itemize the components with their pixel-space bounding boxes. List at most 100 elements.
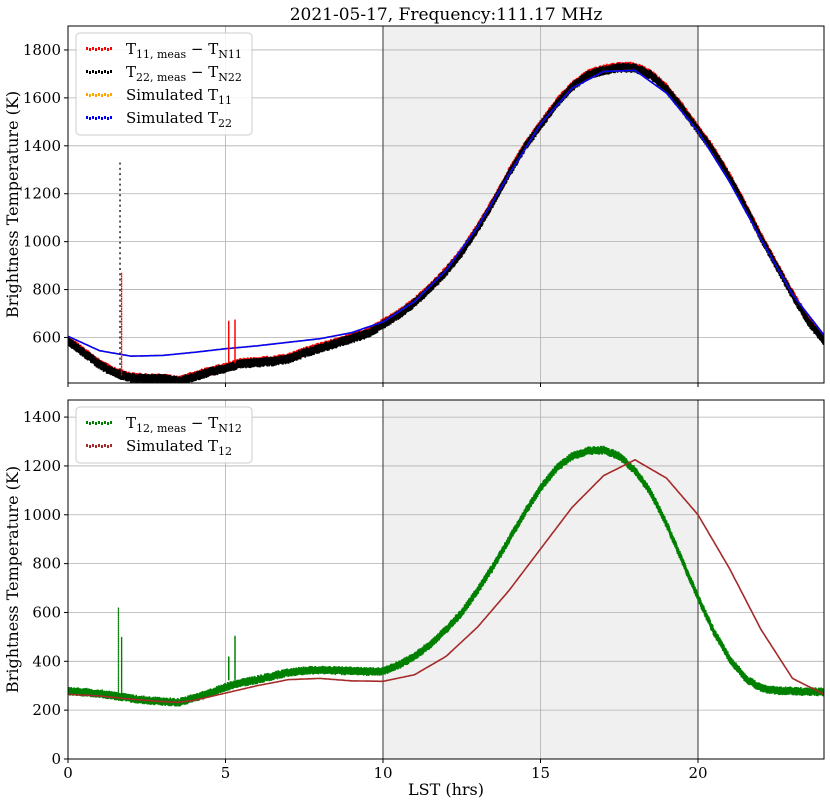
spike-point [120, 302, 123, 305]
legend-marker-dot [104, 444, 106, 447]
spike-point [234, 648, 236, 651]
legend-entry-sub: N11 [218, 48, 242, 61]
legend-marker-dot [86, 444, 88, 447]
spike-point [120, 684, 123, 687]
spike-point [120, 358, 123, 361]
chart-title: 2021-05-17, Frequency:111.17 MHz [290, 5, 603, 25]
spike-point [234, 328, 236, 331]
y-tick-label: 1400 [23, 137, 61, 155]
spike-point [119, 173, 121, 176]
spike-point [234, 644, 236, 647]
spike-point [120, 363, 123, 366]
data-point [822, 688, 824, 696]
spike-point [117, 655, 120, 658]
spike-point [228, 359, 230, 362]
legend-marker-dot [104, 116, 106, 119]
spike-point [234, 668, 236, 671]
spike-point [234, 655, 236, 658]
spike-point [120, 669, 123, 672]
spike-point [234, 341, 236, 344]
spike-point [120, 340, 123, 343]
spike-point [120, 664, 123, 667]
spike-point [234, 343, 236, 346]
spike-point [120, 328, 123, 331]
spike-point [234, 360, 236, 363]
spike-point [117, 646, 120, 649]
y-axis-label: Brightness Temperature (K) [3, 466, 22, 693]
spike-point [119, 183, 121, 186]
spike-point [120, 333, 123, 336]
spike-point [117, 672, 120, 675]
spike-point [120, 652, 123, 655]
legend-marker-dot [101, 71, 103, 74]
spike-point [234, 652, 236, 655]
spike-point [120, 692, 123, 695]
spike-point [228, 322, 230, 325]
legend-marker-dot [92, 116, 94, 119]
x-tick-label: 0 [63, 764, 73, 782]
axes-frame [67, 399, 825, 760]
spike-point [234, 662, 236, 665]
legend-entry-text: Simulated T [126, 86, 218, 104]
spike-point [120, 658, 123, 661]
spike-point [117, 648, 120, 651]
y-tick-label: 1200 [23, 185, 61, 203]
spike-point [234, 653, 236, 656]
series-line [68, 458, 824, 704]
legend-marker-dot [110, 444, 112, 447]
spike [234, 319, 236, 364]
spike-point [234, 650, 236, 653]
legend-marker-dot [107, 71, 109, 74]
spike-point [234, 642, 236, 645]
x-tick-label: 5 [221, 764, 231, 782]
y-tick-label: 800 [32, 555, 61, 573]
spike-point [120, 694, 123, 697]
y-tick-label: 1200 [23, 457, 61, 475]
spike-point [117, 624, 120, 627]
spike-point [234, 338, 236, 341]
spike-point [234, 669, 236, 672]
spike-point [119, 362, 121, 365]
legend-marker [86, 444, 112, 448]
spike-point [120, 355, 123, 358]
spike-point [234, 348, 236, 351]
spike-point [117, 689, 120, 692]
spike-point [120, 642, 123, 645]
spike-point [234, 357, 236, 360]
spike-point [120, 682, 123, 685]
legend-marker-dot [107, 94, 109, 97]
spike-point [234, 638, 236, 641]
spike-point [120, 665, 123, 668]
spike-point [234, 337, 236, 340]
spike-point [119, 204, 121, 207]
spike [120, 636, 123, 697]
spike-point [119, 289, 121, 292]
spike-point [234, 327, 236, 330]
spike-point [234, 321, 236, 324]
legend-marker-dot [104, 421, 106, 424]
spike-point [120, 290, 123, 293]
spike-point [120, 687, 123, 690]
legend-entry: Simulated T11 [126, 86, 232, 107]
spike-point [120, 350, 123, 353]
x-tick-label: 15 [531, 764, 550, 782]
spike-point [228, 339, 230, 342]
spike-point [119, 294, 121, 297]
legend-entry-sub: 22, meas [136, 71, 186, 84]
spike-point [120, 675, 123, 678]
legend-entry-text: T [126, 63, 136, 81]
legend-marker-dot [110, 70, 112, 73]
spike-point [228, 330, 230, 333]
spike-point [120, 310, 123, 313]
spike-point [117, 692, 120, 695]
spike-point [228, 338, 230, 341]
spike-point [120, 330, 123, 333]
spike-point [234, 349, 236, 352]
spike-point [234, 663, 236, 666]
spike-point [228, 345, 230, 348]
spike-point [120, 325, 123, 328]
spike-point [120, 297, 123, 300]
legend-entry-text: − T [186, 40, 218, 58]
spike-point [117, 694, 120, 697]
spike-point [120, 636, 123, 639]
